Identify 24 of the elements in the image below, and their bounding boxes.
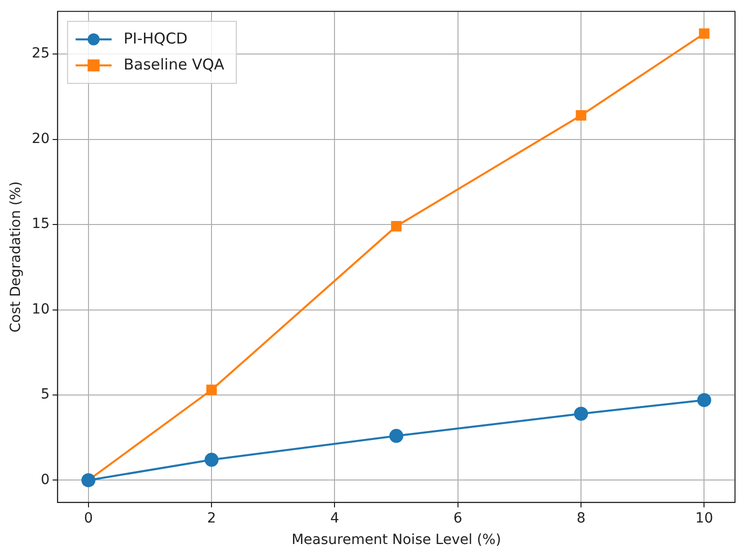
point <box>697 393 712 408</box>
point <box>391 220 402 232</box>
legend-label: PI-HQCD <box>124 29 188 48</box>
x-tick-label: 6 <box>453 510 462 526</box>
point <box>206 384 217 396</box>
x-tick-label: 8 <box>576 510 586 526</box>
y-tick-label: 25 <box>32 46 50 62</box>
point <box>576 110 586 121</box>
x-tick-label: 4 <box>330 510 340 526</box>
x-axis-title: Measurement Noise Level (%) <box>292 532 502 548</box>
x-tick-label: 2 <box>207 510 216 526</box>
y-tick-label: 15 <box>32 216 50 232</box>
y-tick-label: 20 <box>32 130 50 147</box>
point <box>698 28 710 39</box>
point <box>574 406 588 421</box>
legend-label: Baseline VQA <box>124 55 226 74</box>
x-tick-label: 0 <box>84 510 93 526</box>
x-tick-label: 10 <box>695 510 714 526</box>
y-tick-label: 5 <box>40 386 50 403</box>
point <box>389 428 404 443</box>
y-tick-label: 10 <box>32 301 50 318</box>
y-tick-label: 0 <box>40 472 50 488</box>
point <box>204 452 219 467</box>
y-axis-title: Cost Degradation (%) <box>8 181 24 332</box>
